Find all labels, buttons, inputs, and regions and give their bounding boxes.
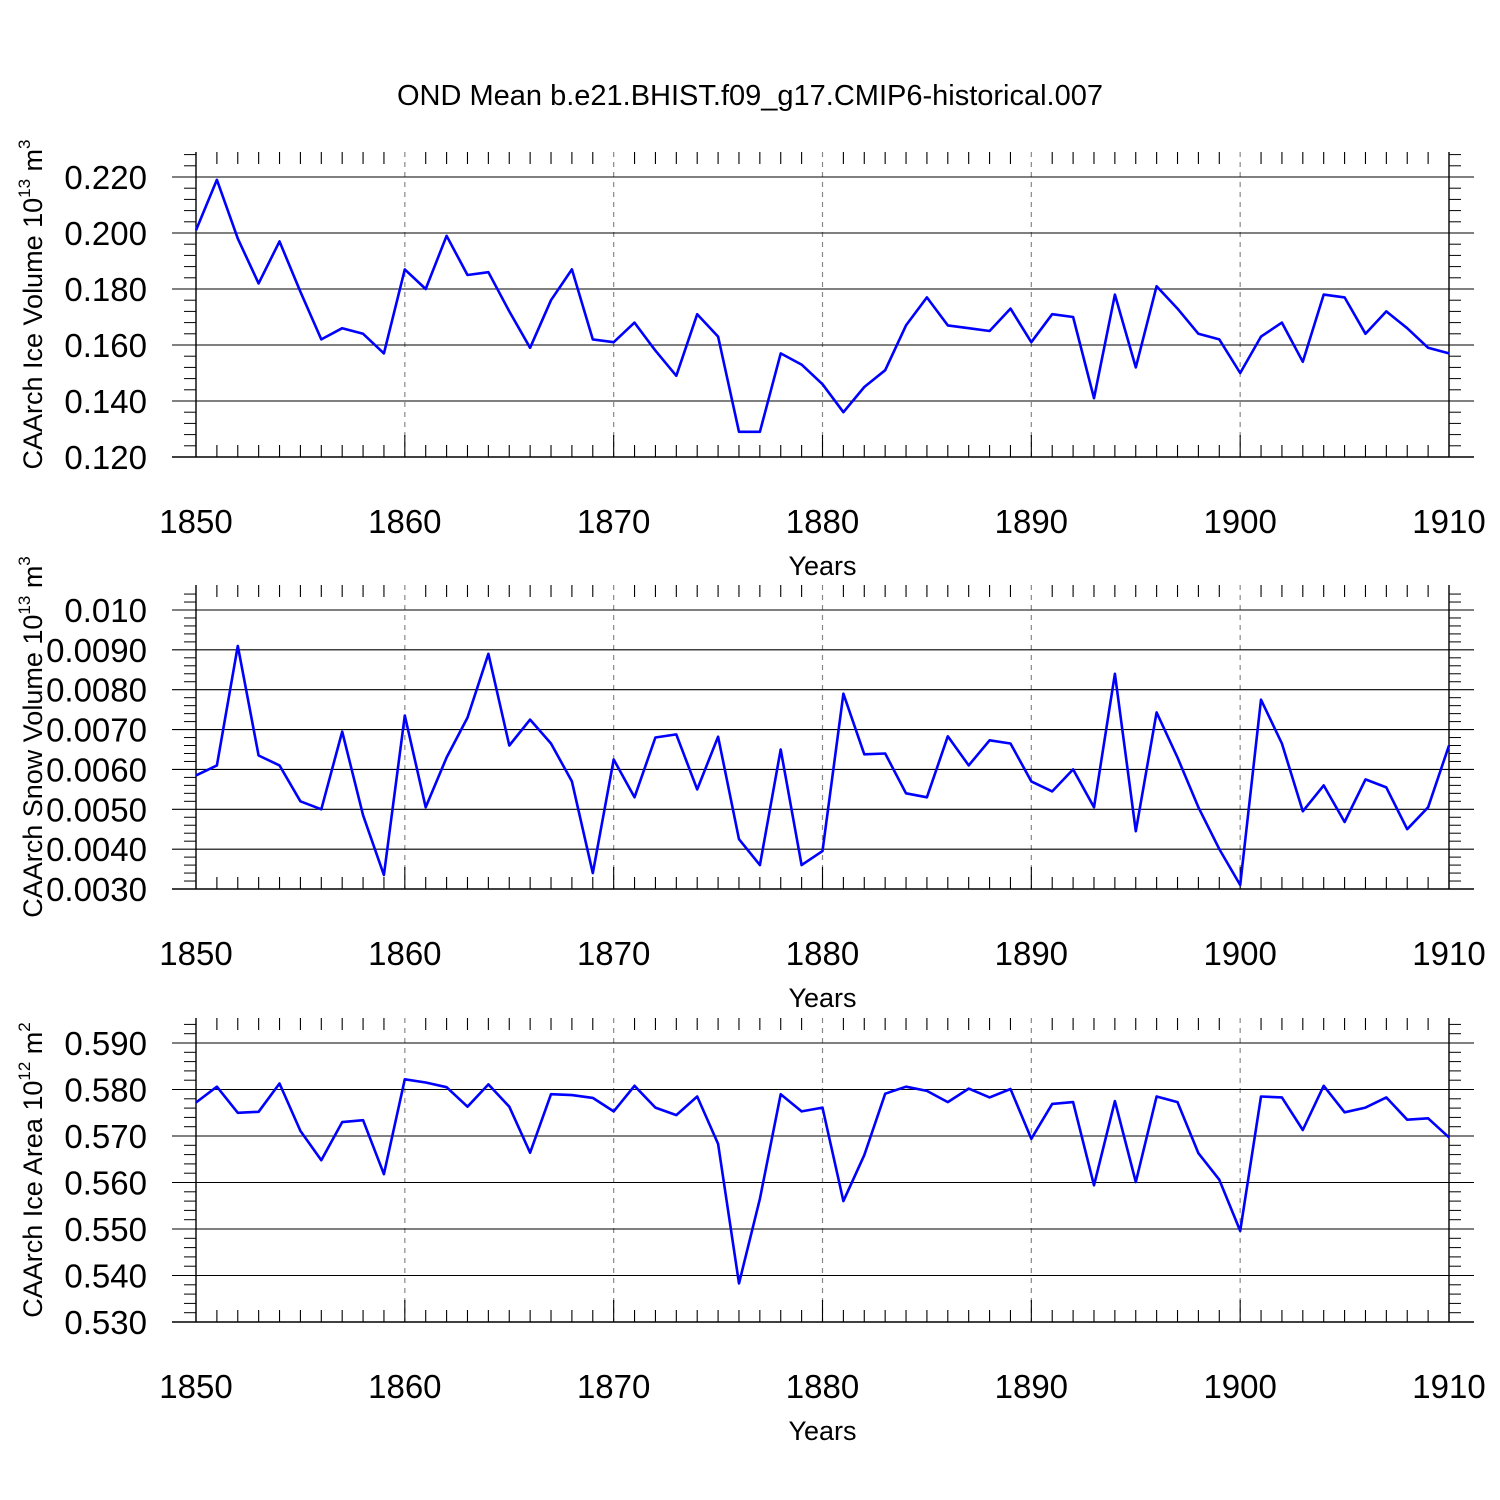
x-tick-label: 1910 <box>1412 503 1485 540</box>
y-tick-label: 0.0050 <box>46 791 147 828</box>
data-series-line <box>195 1078 1450 1285</box>
x-tick-label: 1910 <box>1412 1368 1485 1405</box>
x-tick-label: 1850 <box>159 935 232 972</box>
y-tick-label: 0.0080 <box>46 672 147 709</box>
y-tick-label: 0.010 <box>64 592 147 629</box>
y-axis-label-unit: m <box>18 149 48 179</box>
y-axis-label-exponent: 12 <box>15 1062 34 1081</box>
y-axis-label-unit-exponent: 3 <box>15 139 34 148</box>
panel-2: 0.00300.00400.00500.00600.00700.00800.00… <box>15 556 1486 1013</box>
x-tick-label: 1880 <box>786 935 859 972</box>
y-tick-label: 0.580 <box>64 1072 147 1109</box>
x-tick-label: 1870 <box>577 935 650 972</box>
x-tick-label: 1850 <box>159 503 232 540</box>
y-axis-label-text: CAArch Ice Area 10 <box>18 1081 48 1318</box>
data-series-line <box>195 644 1451 887</box>
y-tick-label: 0.0030 <box>46 871 147 908</box>
y-tick-label: 0.550 <box>64 1211 147 1248</box>
x-tick-label: 1860 <box>368 1368 441 1405</box>
x-axis-label: Years <box>788 551 856 581</box>
y-axis-label-text: CAArch Ice Volume 10 <box>18 198 48 470</box>
x-tick-label: 1900 <box>1203 935 1276 972</box>
y-tick-label: 0.140 <box>64 383 147 420</box>
y-axis-label: CAArch Snow Volume 1013 m3 <box>15 556 48 918</box>
y-axis-label-unit-exponent: 2 <box>15 1022 34 1031</box>
y-axis-label: CAArch Ice Volume 1013 m3 <box>15 139 48 469</box>
y-axis-label-unit: m <box>18 1032 48 1062</box>
y-tick-label: 0.160 <box>64 327 147 364</box>
data-series-line <box>194 178 1450 434</box>
y-tick-label: 0.0040 <box>46 831 147 868</box>
x-tick-label: 1900 <box>1203 503 1276 540</box>
y-axis-label: CAArch Ice Area 1012 m2 <box>15 1022 48 1318</box>
y-axis-label-exponent: 13 <box>15 596 34 615</box>
y-tick-label: 0.120 <box>64 439 147 476</box>
y-tick-label: 0.540 <box>64 1258 147 1295</box>
y-tick-label: 0.0070 <box>46 712 147 749</box>
x-tick-label: 1910 <box>1412 935 1485 972</box>
x-tick-label: 1870 <box>577 1368 650 1405</box>
x-axis-label: Years <box>788 983 856 1013</box>
y-axis-label-unit-exponent: 3 <box>15 556 34 565</box>
y-tick-label: 0.0060 <box>46 751 147 788</box>
x-tick-label: 1850 <box>159 1368 232 1405</box>
chart-title: OND Mean b.e21.BHIST.f09_g17.CMIP6-histo… <box>397 80 1103 112</box>
y-tick-label: 0.0090 <box>46 632 147 669</box>
y-tick-label: 0.570 <box>64 1118 147 1155</box>
y-tick-label: 0.590 <box>64 1025 147 1062</box>
y-tick-label: 0.560 <box>64 1165 147 1202</box>
x-tick-label: 1890 <box>995 1368 1068 1405</box>
x-tick-label: 1880 <box>786 503 859 540</box>
y-axis-label-text: CAArch Snow Volume 10 <box>18 615 48 918</box>
x-tick-label: 1870 <box>577 503 650 540</box>
panels-container: 0.120 0.140 0.160 0.180 0.200 0.220 1850 1860 18… <box>15 139 1486 1446</box>
x-tick-label: 1890 <box>995 935 1068 972</box>
x-tick-label: 1860 <box>368 935 441 972</box>
y-axis-label-exponent: 13 <box>15 179 34 198</box>
x-tick-label: 1890 <box>995 503 1068 540</box>
x-tick-label: 1860 <box>368 503 441 540</box>
panel-3: 0.530 0.540 0.550 0.560 0.570 0.580 0.590 1850 1… <box>15 1018 1486 1446</box>
y-axis-label-unit: m <box>18 566 48 596</box>
y-tick-label: 0.200 <box>64 215 147 252</box>
y-tick-label: 0.220 <box>64 159 147 196</box>
x-tick-label: 1900 <box>1203 1368 1276 1405</box>
panel-1: 0.120 0.140 0.160 0.180 0.200 0.220 1850 1860 18… <box>15 139 1486 581</box>
y-tick-label: 0.530 <box>64 1304 147 1341</box>
x-tick-label: 1880 <box>786 1368 859 1405</box>
x-axis-label: Years <box>788 1416 856 1446</box>
y-tick-label: 0.180 <box>64 271 147 308</box>
